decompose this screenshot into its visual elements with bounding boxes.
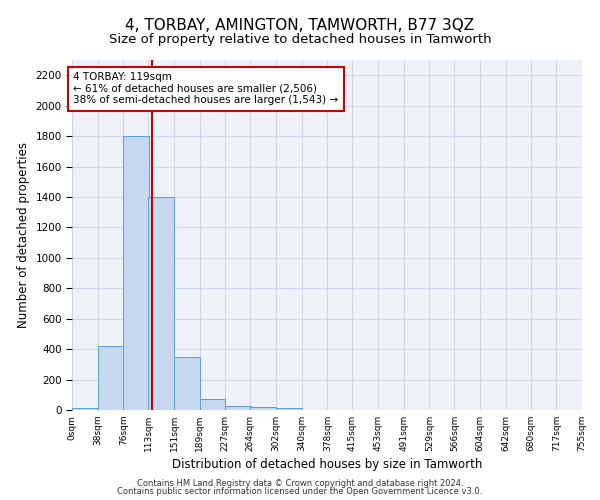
Bar: [200, 398, 226, 410]
Bar: [72, 408, 98, 410]
Text: Contains public sector information licensed under the Open Government Licence v3: Contains public sector information licen…: [118, 487, 482, 496]
Y-axis label: Number of detached properties: Number of detached properties: [17, 142, 30, 328]
Bar: [174, 356, 200, 410]
Text: Contains HM Land Registry data © Crown copyright and database right 2024.: Contains HM Land Registry data © Crown c…: [137, 478, 463, 488]
Bar: [124, 136, 149, 410]
Text: Size of property relative to detached houses in Tamworth: Size of property relative to detached ho…: [109, 32, 491, 46]
Bar: [98, 346, 124, 410]
Text: 4 TORBAY: 119sqm
← 61% of detached houses are smaller (2,506)
38% of semi-detach: 4 TORBAY: 119sqm ← 61% of detached house…: [73, 72, 338, 106]
Bar: [226, 406, 251, 410]
X-axis label: Distribution of detached houses by size in Tamworth: Distribution of detached houses by size …: [172, 458, 482, 471]
Bar: [250, 407, 276, 410]
Bar: [148, 197, 174, 410]
Text: 4, TORBAY, AMINGTON, TAMWORTH, B77 3QZ: 4, TORBAY, AMINGTON, TAMWORTH, B77 3QZ: [125, 18, 475, 32]
Bar: [276, 408, 302, 410]
